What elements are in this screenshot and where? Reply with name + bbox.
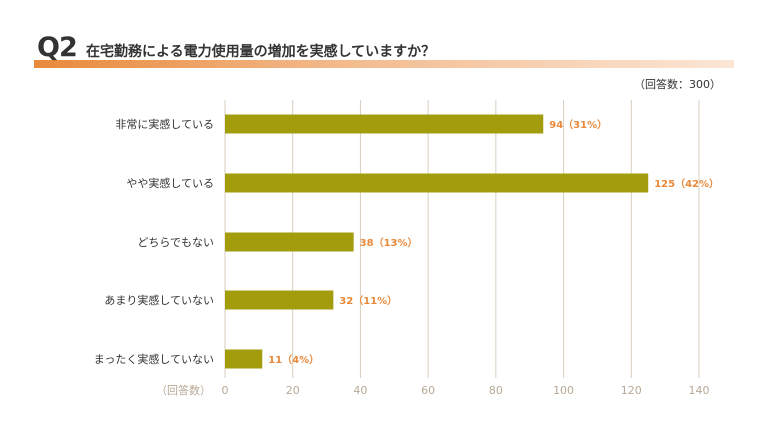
- category-label: あまり実感していない: [104, 293, 214, 307]
- x-tick-label: 100: [553, 384, 574, 397]
- x-tick-label: 80: [489, 384, 503, 397]
- bar: [225, 173, 649, 193]
- category-label: まったく実感していない: [94, 352, 214, 366]
- data-label: 38（13%）: [360, 236, 418, 249]
- x-tick-label: 20: [286, 384, 300, 397]
- data-label: 94（31%）: [549, 118, 607, 131]
- x-tick-label: 60: [421, 384, 435, 397]
- x-axis-label: （回答数）: [156, 383, 211, 397]
- bar: [225, 232, 354, 252]
- question-number: Q2: [37, 32, 78, 63]
- x-tick-label: 0: [222, 384, 229, 397]
- data-label: 125（42%）: [654, 177, 719, 190]
- title-underline: [34, 60, 734, 68]
- bar: [225, 349, 263, 369]
- category-label: やや実感している: [126, 176, 214, 190]
- category-label: どちらでもない: [137, 236, 214, 249]
- category-label: 非常に実感している: [115, 117, 214, 131]
- x-tick-label: 120: [621, 384, 642, 397]
- bar: [225, 290, 334, 310]
- data-label: 32（11%）: [339, 294, 397, 307]
- data-label: 11（4%）: [268, 353, 319, 366]
- bar: [225, 114, 544, 134]
- x-tick-label: 140: [689, 384, 710, 397]
- x-tick-label: 40: [353, 384, 367, 397]
- respondent-count: （回答数：300）: [634, 78, 721, 91]
- question-title: 在宅勤務による電力使用量の増加を実感していますか？: [86, 44, 436, 60]
